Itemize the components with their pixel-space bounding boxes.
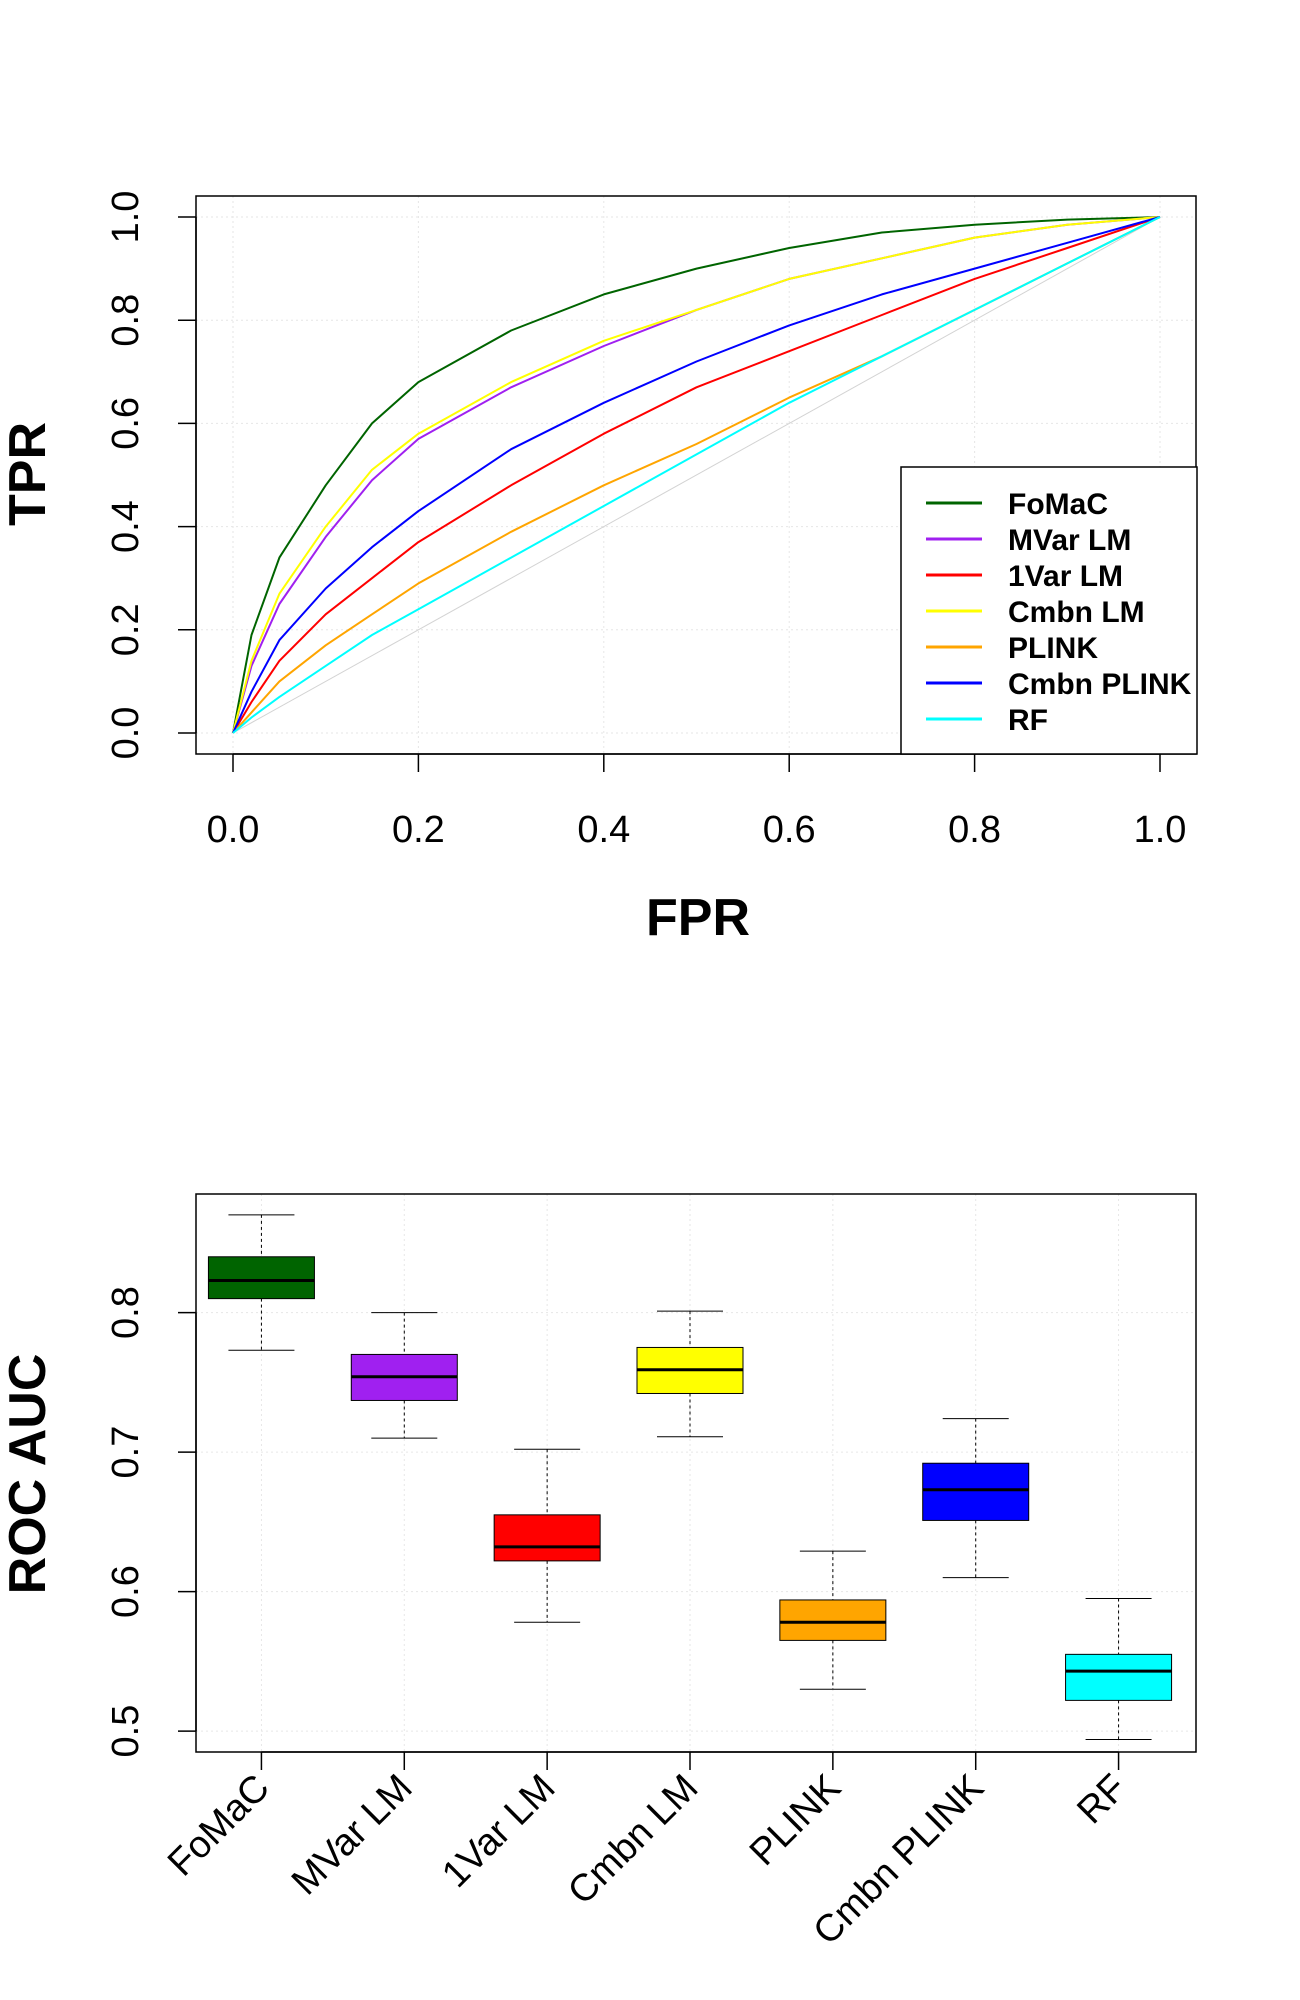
box-x-tick-label: MVar LM xyxy=(284,1767,421,1904)
box-cmbn-plink xyxy=(922,1418,1030,1579)
roc-curve-fomac xyxy=(232,216,1161,734)
box-plink xyxy=(779,1550,887,1690)
box-y-tick-label: 0.6 xyxy=(105,1565,147,1618)
box-y-tick-label: 0.5 xyxy=(105,1705,147,1758)
roc-curve-1var-lm xyxy=(232,216,1161,734)
roc-y-tick-label: 1.0 xyxy=(105,191,147,244)
box-x-tick-label: RF xyxy=(1069,1767,1135,1833)
roc-x-tick-label: 0.8 xyxy=(948,809,1001,851)
roc-reference-diagonal xyxy=(232,216,1161,734)
legend-label: 1Var LM xyxy=(1008,560,1123,593)
box-x-tick-label: PLINK xyxy=(742,1767,849,1874)
box-iqr xyxy=(493,1514,601,1562)
box-x-tick-label: Cmbn LM xyxy=(560,1767,706,1913)
legend-label: Cmbn PLINK xyxy=(1008,668,1192,701)
roc-y-tick-label: 0.2 xyxy=(105,603,147,656)
box-y-tick-label: 0.7 xyxy=(105,1426,147,1479)
roc-y-tick-label: 0.6 xyxy=(105,397,147,450)
box-y-axis-title: ROC AUC xyxy=(0,1354,57,1595)
box-marks xyxy=(207,1214,1173,1740)
legend-label: MVar LM xyxy=(1008,524,1131,557)
roc-x-tick-label: 0.0 xyxy=(207,809,260,851)
roc-panel: 0.0 0.2 0.4 0.6 0.8 1.0 0.0 0.2 0.4 0.6 0.8 1.0 FP… xyxy=(0,191,1198,947)
box-grid xyxy=(196,1194,1196,1752)
roc-y-axis-title: TPR xyxy=(0,422,57,526)
roc-y-axis: 0.0 0.2 0.4 0.6 0.8 1.0 xyxy=(105,191,197,760)
roc-x-tick-label: 0.2 xyxy=(392,809,445,851)
roc-x-tick-label: 0.4 xyxy=(577,809,630,851)
roc-y-tick-label: 0.8 xyxy=(105,294,147,347)
legend-label: PLINK xyxy=(1008,632,1098,665)
box-fomac xyxy=(207,1214,315,1351)
roc-grid xyxy=(196,196,1196,754)
box-y-axis: 0.5 0.6 0.7 0.8 xyxy=(105,1286,197,1758)
legend-label: Cmbn LM xyxy=(1008,596,1145,629)
box-mvar-lm xyxy=(350,1312,458,1439)
box-iqr xyxy=(779,1599,887,1641)
box-cmbn-lm xyxy=(636,1310,744,1438)
box-iqr xyxy=(922,1462,1030,1521)
roc-curve-cmbn-plink xyxy=(232,216,1161,734)
box-iqr xyxy=(207,1256,315,1300)
roc-curve-cmbn-lm xyxy=(232,216,1161,734)
box-x-tick-label: FoMaC xyxy=(160,1767,278,1885)
roc-x-axis-title: FPR xyxy=(646,889,750,947)
box-y-tick-label: 0.8 xyxy=(105,1286,147,1339)
box-rf xyxy=(1065,1598,1173,1740)
roc-x-tick-label: 1.0 xyxy=(1134,809,1187,851)
roc-x-axis: 0.0 0.2 0.4 0.6 0.8 1.0 xyxy=(207,753,1187,851)
box-iqr xyxy=(1065,1653,1173,1701)
roc-lines xyxy=(232,216,1161,734)
roc-y-tick-label: 0.4 xyxy=(105,500,147,553)
box-plot-frame xyxy=(195,1193,1197,1753)
roc-curve-rf xyxy=(232,216,1161,734)
legend-label: RF xyxy=(1008,704,1048,737)
roc-x-tick-label: 0.6 xyxy=(763,809,816,851)
roc-y-tick-label: 0.0 xyxy=(105,707,147,760)
legend-label: FoMaC xyxy=(1008,488,1108,521)
box-x-tick-label: 1Var LM xyxy=(434,1767,563,1896)
box-1var-lm xyxy=(493,1448,601,1623)
